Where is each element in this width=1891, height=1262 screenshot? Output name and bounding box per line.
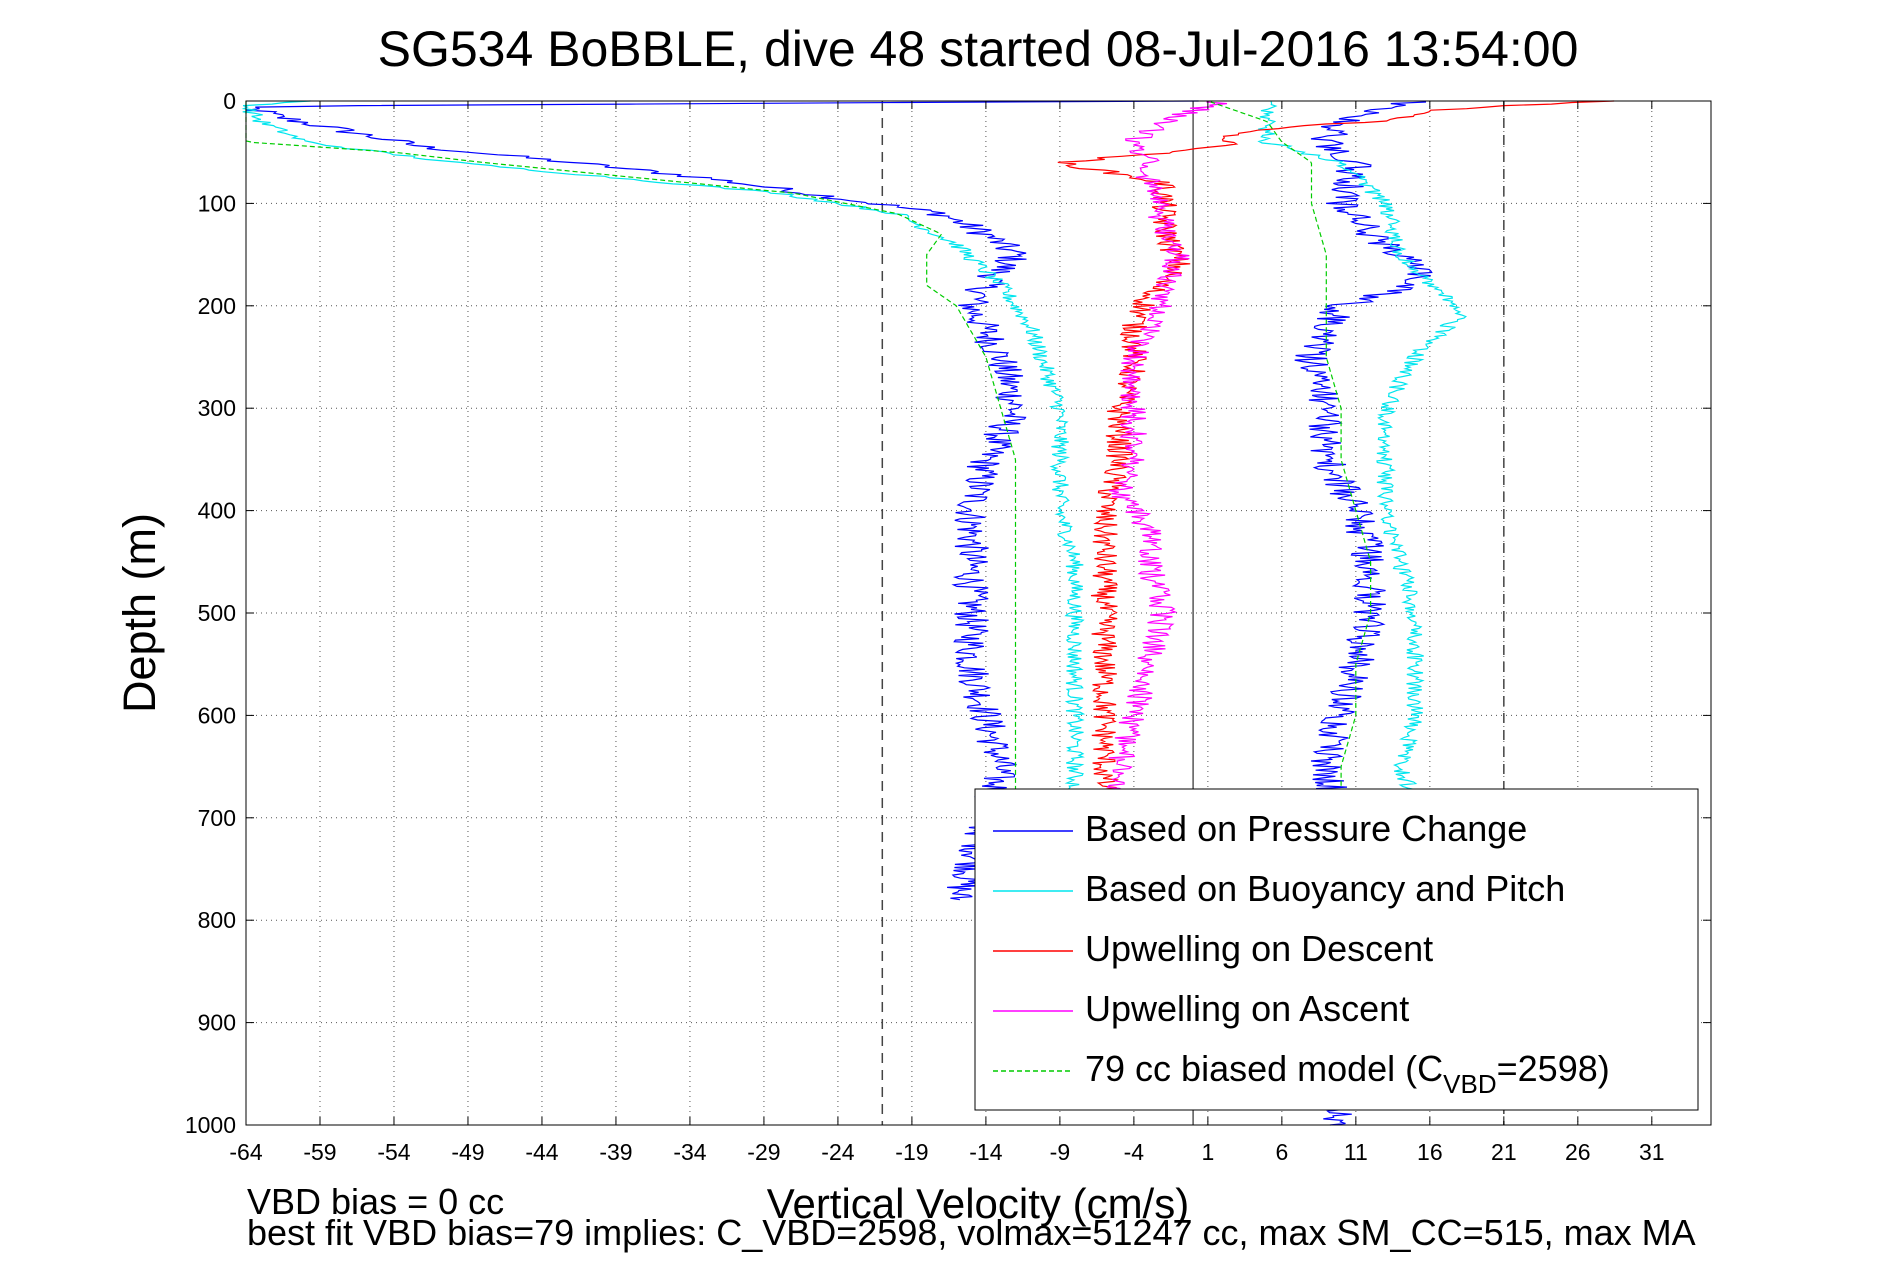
- legend: Based on Pressure Change Based on Buoyanc…: [974, 788, 1699, 1111]
- x-tick-label: -4: [1124, 1139, 1145, 1165]
- legend-label: 79 cc biased model (CVBD=2598): [1085, 1048, 1610, 1099]
- x-tick-label: -14: [969, 1139, 1002, 1165]
- x-tick-label: 21: [1491, 1139, 1517, 1165]
- legend-label: Based on Pressure Change: [1085, 808, 1527, 849]
- y-tick-label: 0: [223, 88, 236, 114]
- x-tick-label: -19: [895, 1139, 928, 1165]
- y-tick-label: 400: [198, 498, 236, 524]
- y-tick-label: 300: [198, 395, 236, 421]
- x-tick-label: -34: [673, 1139, 706, 1165]
- chart-title: SG534 BoBBLE, dive 48 started 08-Jul-201…: [378, 21, 1579, 77]
- x-tick-label: 31: [1639, 1139, 1665, 1165]
- x-tick-label: -9: [1050, 1139, 1070, 1165]
- y-tick-label: 900: [198, 1010, 236, 1036]
- x-tick-label: 16: [1417, 1139, 1443, 1165]
- y-tick-label: 700: [198, 805, 236, 831]
- legend-box: [974, 788, 1699, 1111]
- y-tick-label: 200: [198, 293, 236, 319]
- series-line-descent: [245, 101, 1017, 817]
- series-line-descent: [241, 100, 1086, 818]
- series-line-descent: [246, 100, 1199, 901]
- x-tick-label: 11: [1344, 1139, 1368, 1165]
- series-line-ascent: [1106, 101, 1228, 819]
- x-tick-label: -59: [303, 1139, 336, 1165]
- x-tick-label: -54: [377, 1139, 410, 1165]
- y-tick-label: 100: [198, 190, 236, 216]
- y-tick-label: 500: [198, 600, 236, 626]
- x-tick-label: -64: [229, 1139, 262, 1165]
- footer-line-1: VBD bias = 0 cc: [247, 1181, 504, 1222]
- x-tick-label: -39: [599, 1139, 632, 1165]
- y-tick-label: 800: [198, 907, 236, 933]
- x-tick-label: 6: [1275, 1139, 1288, 1165]
- y-axis-label: Depth (m): [114, 513, 165, 713]
- series-line-descent: [1057, 100, 1615, 818]
- x-tick-label: 26: [1565, 1139, 1591, 1165]
- x-tick-label: 1: [1201, 1139, 1214, 1165]
- x-tick-label: -49: [451, 1139, 484, 1165]
- y-tick-label: 600: [198, 702, 236, 728]
- y-tick-label: 1000: [185, 1112, 236, 1138]
- series-line-ascent: [1257, 101, 1467, 798]
- series-line-ascent: [1210, 101, 1372, 818]
- x-tick-label: -29: [747, 1139, 780, 1165]
- x-tick-label: -44: [525, 1139, 558, 1165]
- axis-ticks: -64 -59 -54 -49 -44 -39 -34 -29 -24 -19 -14 -9 -4 1 6 1…: [185, 88, 1711, 1165]
- footer-line-2: best fit VBD bias=79 implies: C_VBD=2598…: [247, 1212, 1696, 1253]
- x-tick-label: -24: [821, 1139, 854, 1165]
- legend-label: Based on Buoyancy and Pitch: [1085, 868, 1565, 909]
- x-axis-label: Vertical Velocity (cm/s): [767, 1180, 1189, 1227]
- legend-label: Upwelling on Ascent: [1085, 988, 1409, 1029]
- legend-label: Upwelling on Descent: [1085, 928, 1433, 969]
